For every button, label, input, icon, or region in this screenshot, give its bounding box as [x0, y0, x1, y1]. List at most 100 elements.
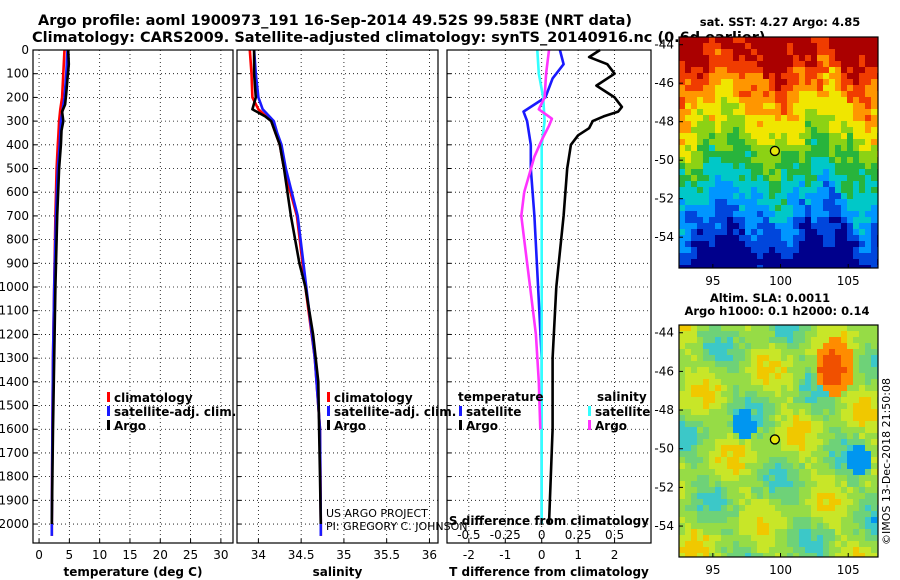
map-cell [781, 385, 788, 392]
map-cell [823, 139, 830, 146]
map-cell [871, 355, 878, 362]
map-cell [679, 205, 686, 212]
map-cell [781, 349, 788, 356]
map-cell [859, 349, 866, 356]
map-cell [739, 349, 746, 356]
map-cell [847, 451, 854, 458]
map-cell [715, 427, 722, 434]
map-cell [697, 181, 704, 188]
map-cell [787, 385, 794, 392]
map-cell [763, 115, 770, 122]
map-cell [859, 187, 866, 194]
map-cell [679, 439, 686, 446]
map-cell [745, 175, 752, 182]
map-cell [841, 427, 848, 434]
map-cell [799, 439, 806, 446]
map-cell [721, 325, 728, 332]
map-cell [763, 481, 770, 488]
map-cell [757, 151, 764, 158]
map-cell [841, 397, 848, 404]
map-cell [871, 229, 878, 236]
map-cell [697, 397, 704, 404]
map-cell [799, 391, 806, 398]
map-cell [859, 463, 866, 470]
map-cell [769, 85, 776, 92]
map-cell [871, 85, 878, 92]
depth-tick-label: 500 [6, 162, 29, 176]
map-cell [859, 169, 866, 176]
map-cell [811, 547, 818, 554]
map-cell [763, 157, 770, 164]
map-cell [805, 55, 812, 62]
map-cell [775, 211, 782, 218]
map-cell [715, 109, 722, 116]
map-cell [793, 55, 800, 62]
map-cell [769, 523, 776, 530]
map-cell [799, 463, 806, 470]
map-cell [787, 523, 794, 530]
map-cell [721, 475, 728, 482]
map-cell [805, 493, 812, 500]
map-cell [859, 253, 866, 260]
map-cell [865, 475, 872, 482]
map-cell [715, 349, 722, 356]
map-cell [751, 55, 758, 62]
map-cell [709, 421, 716, 428]
legend-swatch [107, 420, 110, 430]
map-cell [739, 379, 746, 386]
map-cell [799, 109, 806, 116]
map-cell [823, 109, 830, 116]
map-cell [805, 49, 812, 56]
map-cell [739, 163, 746, 170]
map-cell [829, 499, 836, 506]
map-cell [709, 259, 716, 266]
map-cell [751, 97, 758, 104]
map-cell [745, 169, 752, 176]
map-cell [769, 487, 776, 494]
map-cell [685, 187, 692, 194]
map-cell [721, 535, 728, 542]
map-cell [859, 331, 866, 338]
map-cell [745, 493, 752, 500]
map-cell [685, 331, 692, 338]
map-cell [685, 439, 692, 446]
map-cell [859, 397, 866, 404]
map-cell [709, 379, 716, 386]
map-cell [793, 379, 800, 386]
map-cell [865, 547, 872, 554]
map-cell [757, 223, 764, 230]
map-cell [793, 259, 800, 266]
map-cell [685, 145, 692, 152]
map-cell [691, 547, 698, 554]
map-cell [805, 331, 812, 338]
map-cell [859, 139, 866, 146]
map-subtitle: Argo h1000: 0.1 h2000: 0.14 [684, 304, 869, 318]
map-cell [799, 469, 806, 476]
map-cell [691, 325, 698, 332]
map-cell [775, 109, 782, 116]
map-cell [769, 535, 776, 542]
map-cell [679, 103, 686, 110]
map-cell [697, 361, 704, 368]
map-cell [751, 487, 758, 494]
map-cell [685, 469, 692, 476]
map-cell [763, 181, 770, 188]
map-cell [739, 367, 746, 374]
map-cell [721, 91, 728, 98]
map-cell [769, 331, 776, 338]
map-cell [709, 511, 716, 518]
map-cell [697, 463, 704, 470]
map-cell [739, 109, 746, 116]
map-cell [739, 205, 746, 212]
map-cell [715, 517, 722, 524]
map-cell [793, 61, 800, 68]
map-cell [793, 181, 800, 188]
legend-swatch [327, 420, 330, 430]
map-cell [727, 67, 734, 74]
map-cell [793, 205, 800, 212]
map-cell [793, 325, 800, 332]
map-cell [805, 91, 812, 98]
map-cell [697, 253, 704, 260]
map-cell [829, 385, 836, 392]
map-cell [823, 217, 830, 224]
